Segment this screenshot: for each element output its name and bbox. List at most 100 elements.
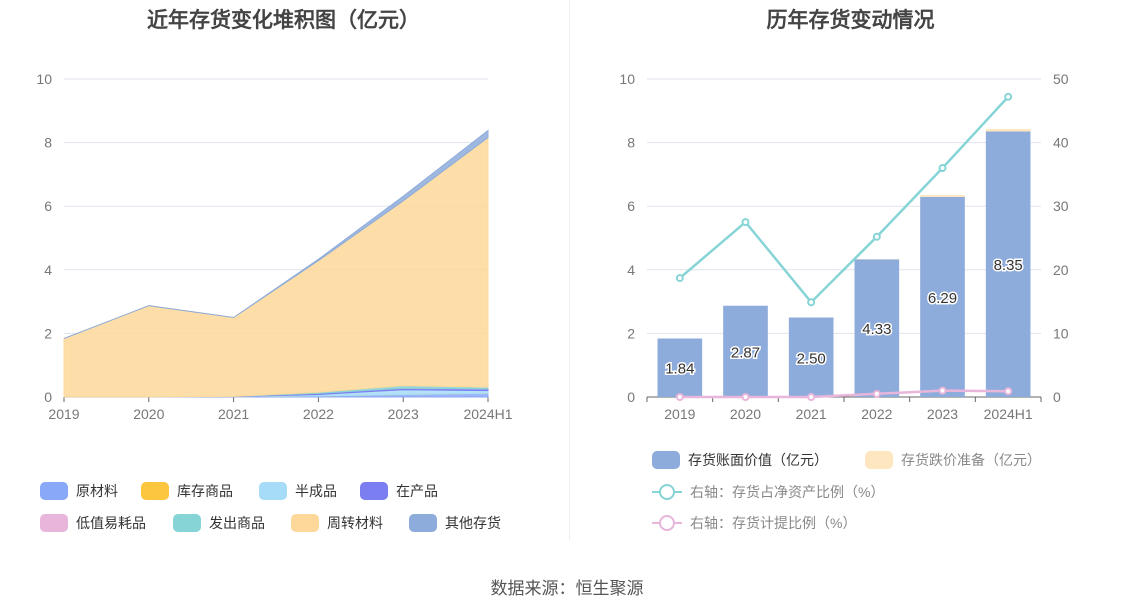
y-tick-label-left: 8 xyxy=(627,135,635,151)
bar-book-value xyxy=(788,317,834,397)
line-point xyxy=(1004,92,1013,101)
legend-item-impairment-bar[interactable]: 存货跌价准备（亿元） xyxy=(865,450,1041,470)
y-tick-label: 4 xyxy=(44,262,52,278)
y-tick-label-right: 30 xyxy=(1053,198,1069,214)
panel-divider xyxy=(569,0,570,540)
line-point xyxy=(872,389,881,398)
bar-value-label: 2.50 xyxy=(797,350,826,367)
legend-label: 库存商品 xyxy=(177,483,233,499)
line-point xyxy=(675,393,684,401)
legend-item-low-value-consumables[interactable]: 低值易耗品 xyxy=(40,513,146,533)
area-revolving-materials xyxy=(63,136,489,398)
bar-impairment xyxy=(920,195,965,197)
legend-swatch xyxy=(360,482,388,500)
line-provision-ratio-line xyxy=(679,389,1009,399)
bar-impairment xyxy=(985,128,1031,132)
legend-swatch xyxy=(40,482,68,500)
x-tick-label: 2020 xyxy=(133,406,164,422)
legend-swatch xyxy=(652,483,682,501)
legend-item-raw-materials[interactable]: 原材料 xyxy=(40,481,118,501)
line-point xyxy=(807,393,816,401)
line-point xyxy=(872,232,881,241)
stacked-area-chart: 0 2 4 6 8 10 2019 2020 2021 2022 2023 2024H1 xyxy=(36,71,512,422)
bar-line-combo-chart: 0 2 4 6 8 10 0 10 20 30 40 50 2019 2020 2021 2022 2023 20… xyxy=(619,71,1069,422)
y-tick-label: 0 xyxy=(44,389,52,405)
legend-item-goods-shipped[interactable]: 发出商品 xyxy=(173,513,265,533)
legend-item-provision-ratio-line[interactable]: 右轴：存货计提比例（%） xyxy=(652,513,856,533)
legend-swatch xyxy=(291,514,319,532)
legend-swatch xyxy=(865,451,893,469)
y-tick-label: 2 xyxy=(44,325,52,341)
legend-item-book-value-bar[interactable]: 存货账面价值（亿元） xyxy=(652,450,828,470)
x-tick-label: 2019 xyxy=(664,406,695,422)
y-tick-label-right: 40 xyxy=(1053,135,1069,151)
y-tick-label: 8 xyxy=(44,135,52,151)
x-tick-label: 2024H1 xyxy=(463,406,512,422)
bar-value-label: 1.84 xyxy=(665,361,694,378)
y-tick-label-right: 10 xyxy=(1053,325,1069,341)
x-tick-label: 2023 xyxy=(927,406,958,422)
legend-label: 半成品 xyxy=(295,483,337,499)
legend-item-in-production[interactable]: 在产品 xyxy=(360,481,438,501)
bar-book-value xyxy=(657,338,703,397)
legend-label: 右轴：存货占净资产比例（%） xyxy=(690,484,885,500)
x-tick-label: 2020 xyxy=(730,406,761,422)
line-point xyxy=(741,393,750,401)
bar-book-value xyxy=(854,259,900,397)
legend-label: 发出商品 xyxy=(209,515,265,531)
legend-label: 在产品 xyxy=(396,483,438,499)
bar-book-value xyxy=(920,196,965,397)
legend-swatch xyxy=(40,514,68,532)
legend-item-goods-in-stock[interactable]: 库存商品 xyxy=(141,481,233,501)
line-point xyxy=(1004,387,1013,396)
legend-swatch xyxy=(652,451,680,469)
legend-label: 右轴：存货计提比例（%） xyxy=(690,515,857,531)
y-tick-label-left: 0 xyxy=(627,389,635,405)
legend-swatch xyxy=(141,482,169,500)
data-source-note: 数据来源：恒生聚源 xyxy=(490,579,644,598)
legend-item-net-asset-ratio-line[interactable]: 右轴：存货占净资产比例（%） xyxy=(652,482,884,502)
y-tick-label: 6 xyxy=(44,198,52,214)
x-tick-label: 2019 xyxy=(48,406,79,422)
y-tick-label: 10 xyxy=(36,71,52,87)
y-tick-label-right: 20 xyxy=(1053,262,1069,278)
y-tick-label-left: 2 xyxy=(627,325,635,341)
legend-label: 周转材料 xyxy=(327,515,383,531)
y-tick-label-right: 50 xyxy=(1053,71,1069,87)
y-tick-label-left: 4 xyxy=(627,262,635,278)
right-chart-panel: 历年存货变动情况 0 2 4 6 8 10 0 10 20 30 40 50 2019 2020 2021 2… xyxy=(567,0,1134,560)
x-tick-label: 2023 xyxy=(388,406,419,422)
bar-value-label: 8.35 xyxy=(994,257,1023,274)
bar-book-value xyxy=(723,305,768,397)
bar-value-label: 4.33 xyxy=(862,321,891,338)
legend-item-other-inventory[interactable]: 其他存货 xyxy=(409,513,501,533)
area-other-inventory xyxy=(63,129,489,339)
legend-swatch xyxy=(652,514,682,532)
y-tick-label-right: 0 xyxy=(1053,389,1061,405)
line-point xyxy=(741,218,750,227)
left-chart-panel: 近年存货变化堆积图（亿元） 0 2 4 6 8 10 2019 2020 2021 2022 202… xyxy=(0,0,567,560)
legend-swatch xyxy=(173,514,201,532)
legend-label: 存货账面价值（亿元） xyxy=(688,452,828,468)
legend-label: 其他存货 xyxy=(445,515,501,531)
bar-book-value xyxy=(985,131,1031,397)
line-point xyxy=(675,274,684,283)
x-tick-label: 2024H1 xyxy=(984,406,1033,422)
bar-value-label: 6.29 xyxy=(928,290,957,307)
legend-swatch xyxy=(259,482,287,500)
bar-value-label: 2.87 xyxy=(731,344,760,361)
legend-label: 存货跌价准备（亿元） xyxy=(901,452,1041,468)
x-tick-label: 2021 xyxy=(796,406,827,422)
line-point xyxy=(938,386,947,395)
legend-item-semi-finished[interactable]: 半成品 xyxy=(259,481,337,501)
y-tick-label-left: 6 xyxy=(627,198,635,214)
right-chart-title: 历年存货变动情况 xyxy=(766,9,935,32)
y-tick-label-left: 10 xyxy=(619,71,635,87)
legend-item-revolving-materials[interactable]: 周转材料 xyxy=(291,513,383,533)
legend-label: 原材料 xyxy=(76,483,118,499)
line-point xyxy=(807,298,816,307)
x-tick-label: 2022 xyxy=(303,406,334,422)
x-tick-label: 2022 xyxy=(861,406,892,422)
line-point xyxy=(938,164,947,173)
legend-label: 低值易耗品 xyxy=(76,515,146,531)
